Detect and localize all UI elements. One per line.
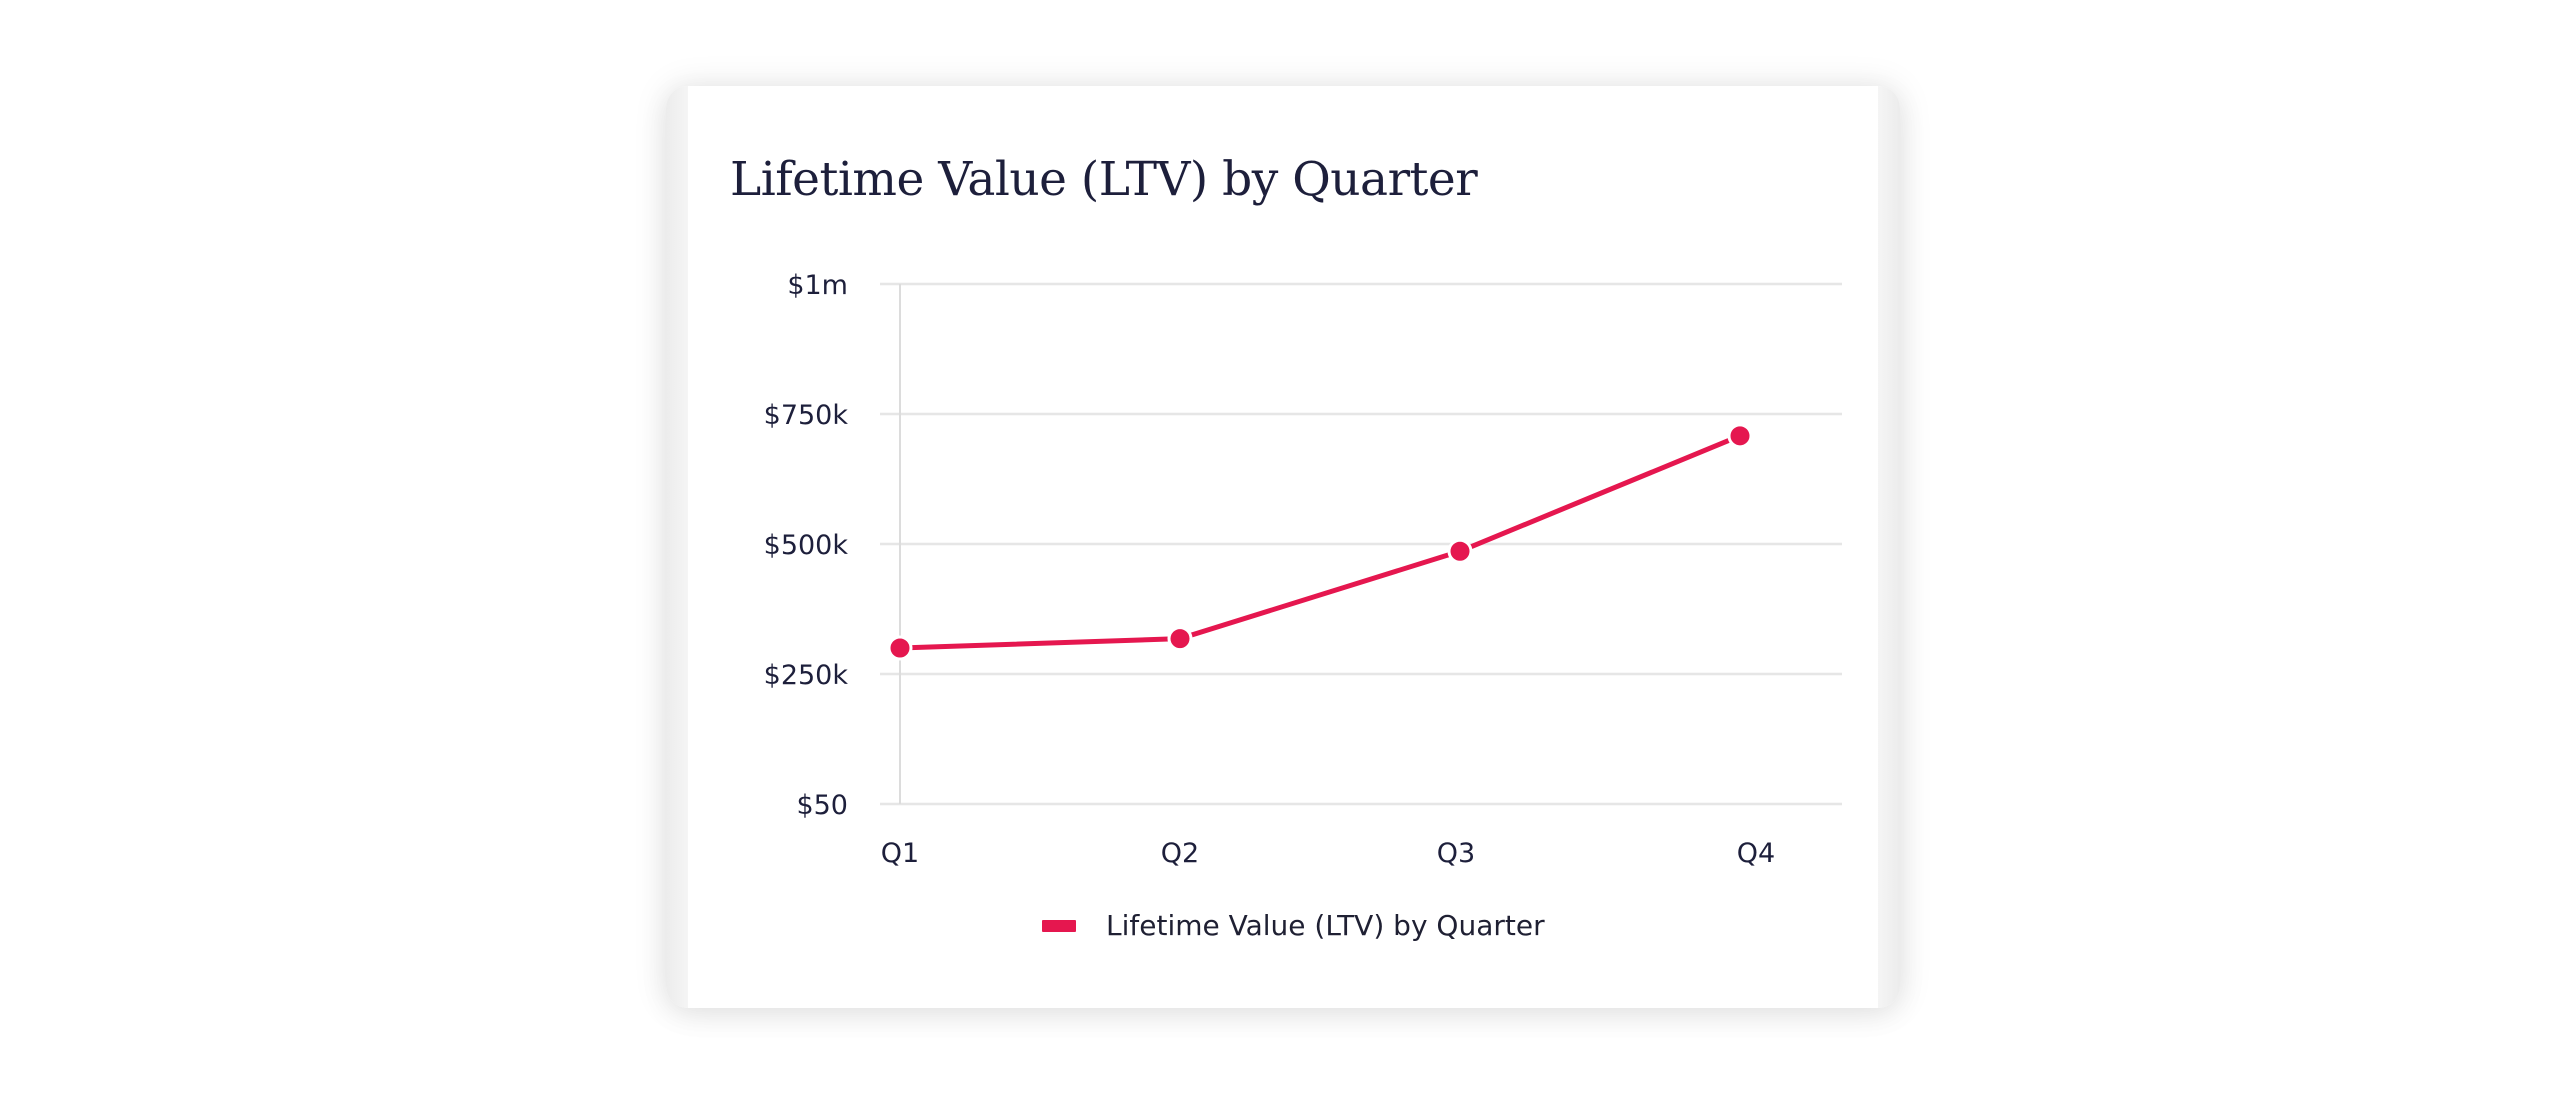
data-point[interactable] <box>1727 423 1753 449</box>
legend-label: Lifetime Value (LTV) by Quarter <box>1106 909 1545 942</box>
data-point[interactable] <box>1447 538 1473 564</box>
chart-card: Lifetime Value (LTV) by Quarter $50 $250k… <box>666 86 1900 1008</box>
line-chart: $50 $250k $500k $750k $1m Q1 Q2 Q3 Q4 <box>764 270 1842 869</box>
legend: Lifetime Value (LTV) by Quarter <box>1042 909 1545 942</box>
y-tick-label: $500k <box>764 530 849 561</box>
x-tick-label: Q2 <box>1161 838 1199 869</box>
y-axis-ticks: $50 $250k $500k $750k $1m <box>764 270 849 821</box>
series-layer <box>887 423 1753 661</box>
y-tick-label: $1m <box>787 270 848 301</box>
data-point[interactable] <box>1167 626 1193 652</box>
y-tick-label: $250k <box>764 660 849 691</box>
x-tick-label: Q4 <box>1737 838 1775 869</box>
x-tick-label: Q3 <box>1437 838 1475 869</box>
data-point[interactable] <box>887 635 913 661</box>
chart-title: Lifetime Value (LTV) by Quarter <box>730 152 1478 207</box>
grid-lines <box>880 282 1842 806</box>
x-axis-ticks: Q1 Q2 Q3 Q4 <box>881 838 1775 869</box>
y-tick-label: $750k <box>764 400 849 431</box>
x-tick-label: Q1 <box>881 838 919 869</box>
legend-swatch <box>1042 919 1076 932</box>
series-line <box>897 433 1743 651</box>
y-tick-label: $50 <box>796 790 848 821</box>
